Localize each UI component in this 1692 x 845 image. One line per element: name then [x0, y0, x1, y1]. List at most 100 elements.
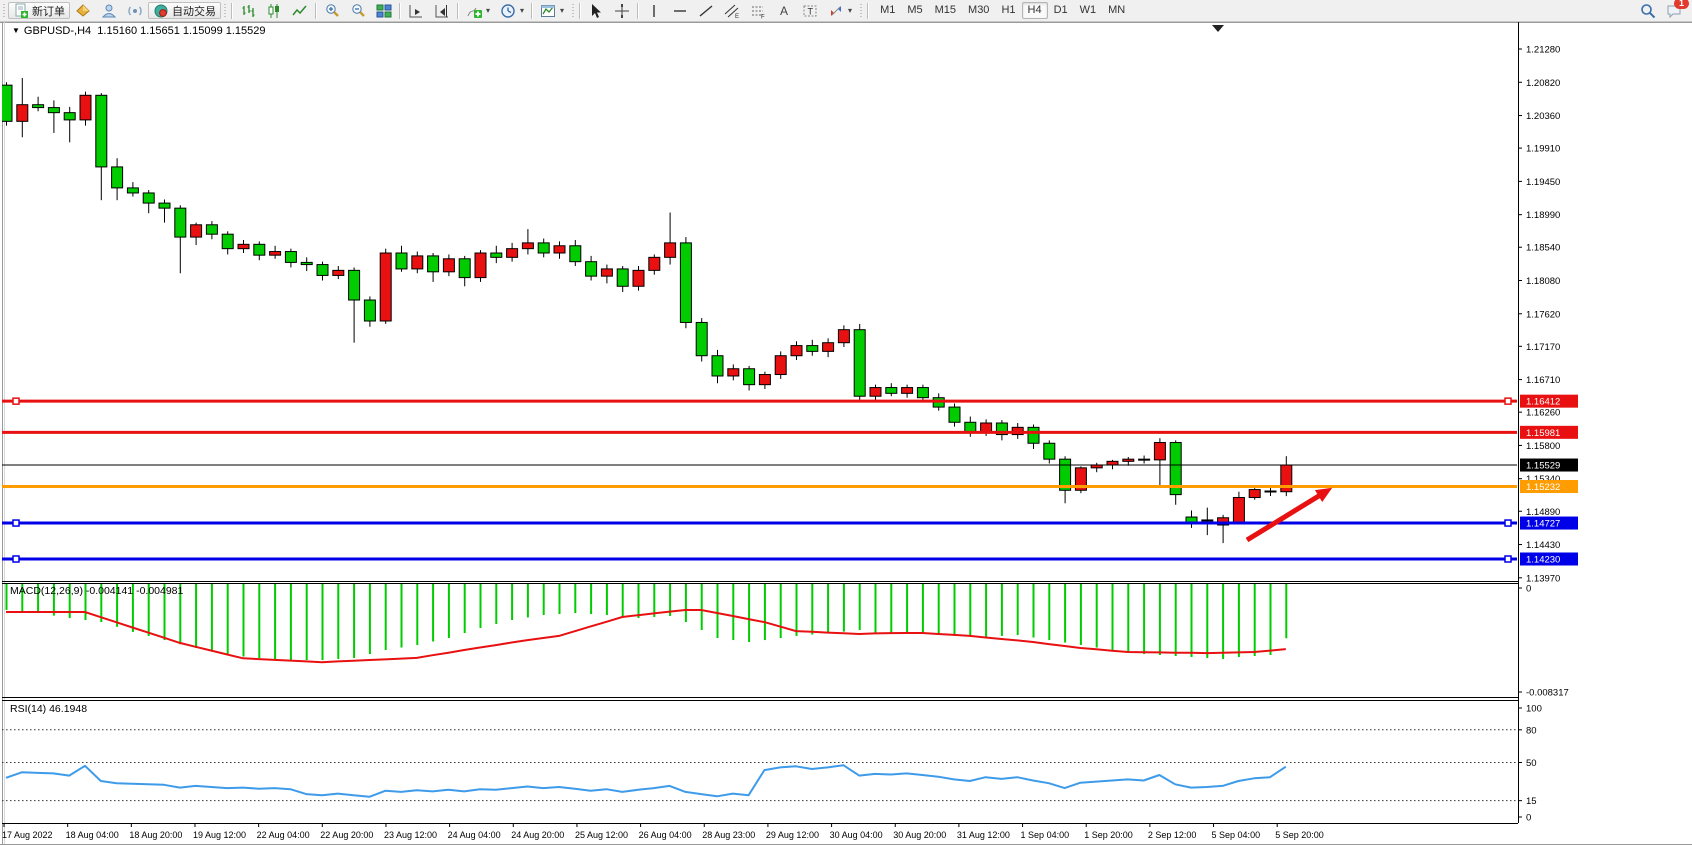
line-handle[interactable] — [12, 555, 20, 563]
tile-windows-button[interactable] — [371, 2, 397, 19]
candle-bull — [774, 351, 787, 379]
equidistant-channel-icon: E — [724, 3, 740, 20]
price-line-badge-label: 1.14230 — [1526, 554, 1560, 565]
periods-icon — [500, 3, 516, 19]
profile-button[interactable] — [96, 2, 122, 19]
horizontal-line-object[interactable] — [2, 397, 1518, 405]
new-order-button[interactable]: 新订单 — [8, 2, 70, 19]
line-handle[interactable] — [12, 397, 20, 405]
equidistant-channel-button[interactable]: E — [719, 2, 745, 20]
candle-bear — [569, 239, 582, 267]
shapes-button[interactable]: ▾ — [823, 2, 857, 19]
price-tick-label: 1.15800 — [1526, 441, 1560, 452]
candle-bull — [1217, 514, 1230, 544]
chart-shift-marker[interactable] — [1212, 25, 1224, 32]
candlestick-chart-icon — [266, 3, 282, 19]
profile-icon — [101, 3, 117, 19]
timeframe-m5-button[interactable]: M5 — [907, 4, 923, 16]
timeframe-w1-button[interactable]: W1 — [1079, 4, 1097, 16]
candle-bull — [237, 239, 250, 253]
time-tick-label: 5 Sep 04:00 — [1212, 830, 1261, 840]
toolbar-grip[interactable] — [571, 3, 576, 18]
rsi-line — [5, 764, 1287, 798]
time-tick-label: 23 Aug 12:00 — [384, 830, 437, 840]
line-chart-button[interactable] — [287, 2, 313, 19]
separator — [399, 2, 401, 19]
zoom-in-icon — [324, 3, 340, 19]
bar-chart-button[interactable] — [235, 2, 261, 19]
chat-icon[interactable]: 1 — [1666, 0, 1689, 19]
chart-ohlc-values: 1.15160 1.15651 1.15099 1.15529 — [97, 25, 266, 37]
line-handle[interactable] — [1504, 555, 1512, 563]
time-tick-label: 24 Aug 20:00 — [511, 830, 564, 840]
signals-icon — [127, 3, 143, 19]
candle-bear — [348, 267, 361, 343]
chart-shift-button[interactable] — [429, 2, 455, 19]
horizontal-line-button[interactable] — [667, 2, 693, 19]
periods-button[interactable]: ▾ — [495, 2, 529, 19]
signals-button[interactable] — [122, 2, 148, 19]
arrow-annotation[interactable] — [1245, 487, 1333, 543]
cursor-button[interactable] — [583, 2, 609, 19]
candlestick-chart-button[interactable] — [261, 2, 287, 19]
time-tick-label: 25 Aug 12:00 — [575, 830, 628, 840]
toolbar-grip[interactable] — [2, 3, 6, 18]
toolbar-grip[interactable] — [223, 3, 227, 18]
candle-bull — [1122, 456, 1135, 466]
vertical-line-button[interactable] — [641, 2, 667, 19]
price-tick-label: 1.17170 — [1526, 342, 1560, 353]
label-icon: T — [802, 3, 818, 19]
trendline-button[interactable] — [693, 2, 719, 19]
timeframe-h1-button[interactable]: H1 — [1001, 4, 1016, 16]
candle-bear — [1027, 424, 1040, 450]
text-button[interactable]: A — [771, 2, 797, 19]
candle-bear — [1138, 455, 1151, 464]
timeframe-d1-button[interactable]: D1 — [1053, 4, 1068, 16]
price-tick-label: 1.14430 — [1526, 540, 1560, 551]
fibonacci-button[interactable]: F — [745, 2, 771, 20]
indicators-icon — [466, 3, 482, 19]
line-handle[interactable] — [1504, 519, 1512, 527]
chevron-down-icon: ▾ — [848, 6, 853, 15]
macd-axis-label: -0.008317 — [1526, 688, 1569, 699]
auto-scroll-button[interactable] — [403, 2, 429, 19]
zoom-out-button[interactable] — [345, 2, 371, 19]
candle-bull — [1074, 466, 1087, 494]
candle-bear — [853, 323, 866, 403]
timeframe-mn-button[interactable]: MN — [1108, 4, 1126, 16]
candle-bear — [995, 420, 1008, 441]
charts-icon — [75, 3, 91, 19]
toolbar-grip[interactable] — [859, 3, 864, 18]
timeframe-m1-button[interactable]: M1 — [880, 4, 896, 16]
rsi-axis: 100 80 50 15 0 — [1518, 704, 1542, 824]
chart-canvas[interactable]: 1.21280 1.20820 1.20360 1.19910 1.19450 1.189… — [0, 22, 1692, 845]
zoom-in-button[interactable] — [319, 2, 345, 19]
candle-bear — [363, 296, 376, 327]
timeframe-m30-button[interactable]: M30 — [968, 4, 990, 16]
toolbar: 新订单 自动交易 — [0, 0, 1692, 22]
horizontal-line-object[interactable] — [2, 519, 1518, 527]
autotrading-button[interactable]: 自动交易 — [148, 2, 221, 19]
candle-bear — [743, 365, 756, 391]
label-button[interactable]: T — [797, 2, 823, 19]
time-tick-label: 24 Aug 04:00 — [448, 830, 501, 840]
line-handle[interactable] — [12, 519, 20, 527]
templates-button[interactable]: ▾ — [535, 2, 569, 19]
trendline-icon — [698, 3, 714, 19]
search-icon[interactable] — [1640, 3, 1656, 19]
timeframe-m15-button[interactable]: M15 — [934, 4, 957, 16]
indicators-button[interactable]: ▾ — [461, 2, 495, 19]
charts-button[interactable] — [70, 2, 96, 19]
timeframe-h4-button[interactable]: H4 — [1021, 2, 1048, 19]
crosshair-button[interactable] — [609, 2, 635, 19]
candle-bear — [585, 255, 598, 281]
line-handle[interactable] — [1504, 397, 1512, 405]
price-line-badge-label: 1.16412 — [1526, 397, 1560, 408]
time-tick-label: 26 Aug 04:00 — [639, 830, 692, 840]
horizontal-line-object[interactable] — [2, 555, 1518, 563]
candle-bear — [616, 266, 629, 293]
candle-bear — [174, 205, 187, 274]
candle-bull — [1153, 438, 1166, 486]
candle-bear — [885, 383, 898, 397]
price-tick-label: 1.13970 — [1526, 573, 1560, 584]
